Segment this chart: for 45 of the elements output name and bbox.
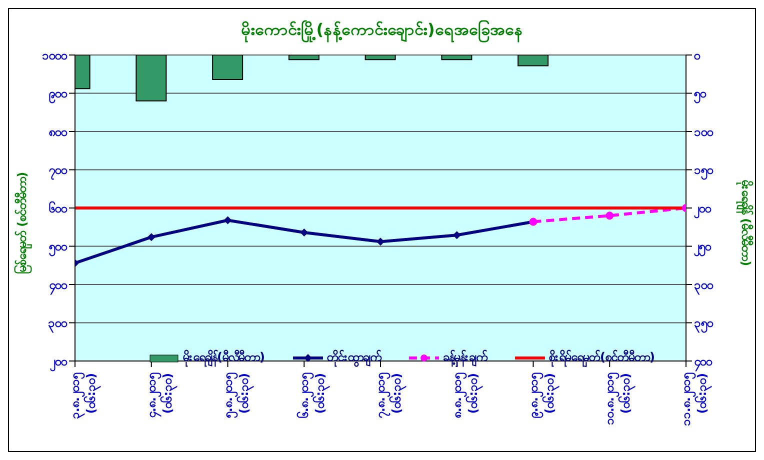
x-tick-label: ၇.၈.၂၀၁၅ (၀၆:၃၀)	[374, 372, 408, 420]
y2-tick-label: ၂၅၀	[693, 240, 712, 258]
point	[606, 212, 614, 220]
x-tick-label: ၁၁.၈.၂၀၁၅ (၀၆:၃၀)	[679, 372, 713, 426]
y2-tick-label: ၄၀၀	[693, 354, 713, 372]
x-tick-label: ၅.၈.၂၀၁၅ (၀၆:၃၀)	[220, 372, 255, 420]
point	[147, 233, 156, 242]
y-tick-label: ၆၀၀	[48, 199, 68, 216]
legend-label: တိုင်းထွာချက်	[326, 349, 381, 367]
point	[224, 216, 232, 224]
y-tick-label: ၈၀၀	[48, 124, 68, 139]
bar	[518, 55, 549, 66]
bar	[288, 55, 320, 60]
y-tick-label: ၉၀၀	[48, 86, 68, 105]
bar	[212, 55, 244, 80]
y-axis-title: မြစ်ရေမှတ် (စင်တီမီတာ)	[14, 170, 32, 276]
bar	[136, 55, 167, 102]
point	[300, 228, 308, 236]
y2-tick-label: ၁၀၀	[694, 124, 714, 139]
x-tick-label: ၆.၈.၂၀၁၅ (၀၆:၃၀)	[295, 372, 332, 420]
y2-tick-label: ၂၀၀	[693, 201, 712, 220]
y2-tick-label: ၀	[693, 48, 701, 62]
y-tick-label: ၅၀၀	[48, 240, 68, 258]
y2-tick-label: ၃၅၀	[694, 316, 714, 334]
bar	[441, 55, 472, 60]
point	[376, 238, 384, 246]
legend-label: စိုးရိမ်ရေမှတ်(စင်တီမီတာ)	[548, 349, 655, 367]
x-tick-label: ၉.၈.၂၀၁၅ (၀၆:၃၀)	[526, 372, 560, 420]
y-tick-label: ၂၀၀	[49, 354, 68, 372]
y-tick-label: ၇၀၀	[48, 163, 68, 182]
legend-label: ခန့်မှန်းချက်	[442, 349, 487, 367]
x-tick-label: ၁၀.၈.၂၀၁၅ (၀၆:၃၀)	[602, 372, 637, 426]
y-tick-label: ၁၀၀၀	[42, 48, 68, 62]
legend-label: မိုးရေချိန်(မီလီမီတာ)	[183, 349, 265, 367]
x-tick-label: ၄.၈.၂၀၁၅ (၀၆:၃၀)	[144, 372, 178, 420]
y2-tick-label: ၁၅၀	[694, 163, 714, 182]
y-tick-label: ၄၀၀	[48, 278, 68, 296]
chart-title: မိုးကောင်းမြို့(နန့်ကောင်းချောင်း)ရေအခြေအနေ	[240, 19, 524, 43]
y2-tick-label: ၅၀	[693, 86, 707, 105]
x-tick-label: ၈.၈.၂၀၁၅ (၀၆:၃၀)	[450, 372, 484, 420]
y-tick-label: ၃၀၀	[48, 316, 68, 334]
y2-tick-label: ၃၀၀	[694, 278, 714, 296]
x-tick-label: ၃.၈.၂၀၁၅ (၀၆:၃၀)	[68, 372, 102, 420]
y2-axis-title: မိုးရေချိန် (မီလီမီတာ)	[736, 178, 754, 268]
bar	[364, 55, 396, 60]
